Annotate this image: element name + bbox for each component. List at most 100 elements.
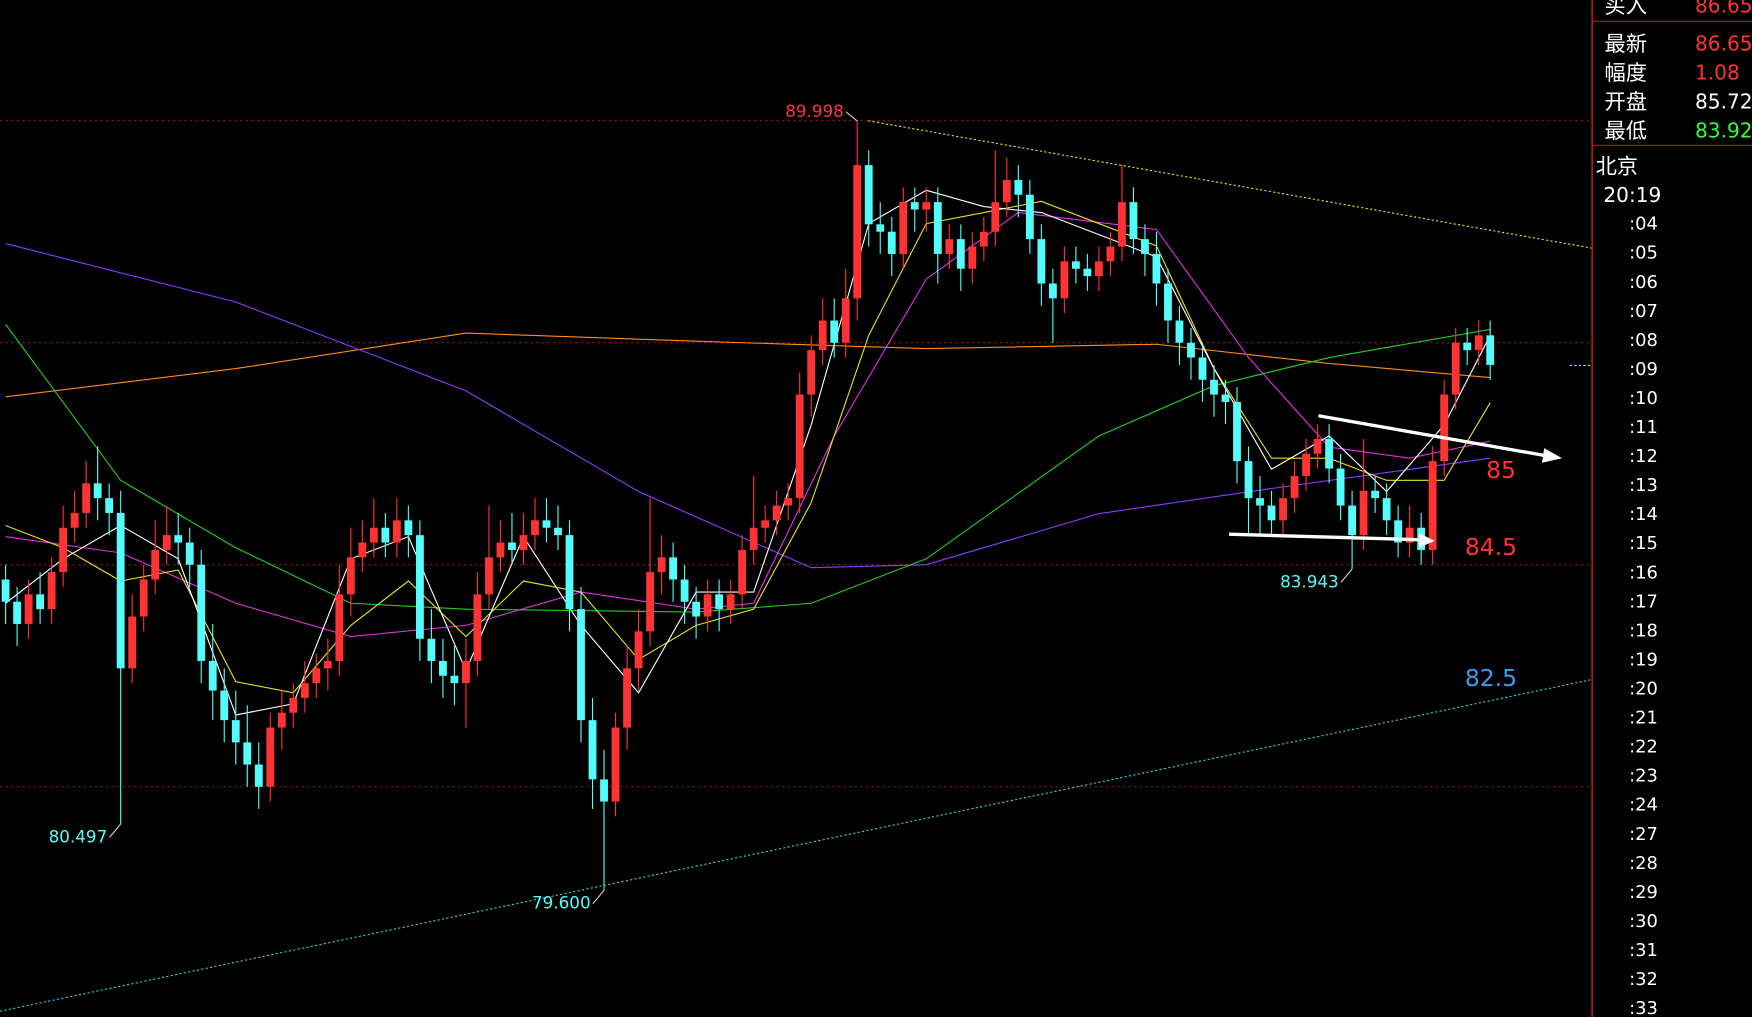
moving-average bbox=[5, 200, 1491, 694]
candle-body bbox=[922, 202, 931, 210]
candle-body bbox=[1152, 253, 1161, 284]
candle-body bbox=[266, 727, 275, 787]
candle-body bbox=[1233, 401, 1241, 462]
candle-body bbox=[1129, 202, 1138, 240]
candle-body bbox=[1474, 335, 1483, 351]
candle-body bbox=[473, 594, 482, 661]
candle-body bbox=[243, 742, 252, 765]
candle-body bbox=[565, 535, 574, 610]
moving-average bbox=[5, 211, 1491, 638]
candle-body bbox=[139, 579, 148, 617]
candle-body bbox=[1244, 461, 1253, 499]
candle-body bbox=[162, 535, 171, 550]
candle-body bbox=[519, 535, 528, 550]
quote-label: 最新 bbox=[1605, 32, 1647, 57]
candle-body bbox=[1083, 268, 1092, 277]
candle-body bbox=[830, 320, 839, 343]
candle-body bbox=[669, 557, 678, 580]
candle-body bbox=[1359, 490, 1368, 536]
extreme-pointer bbox=[592, 889, 605, 905]
time-label: :28 bbox=[1629, 853, 1658, 874]
candle-body bbox=[979, 231, 988, 247]
candle-body bbox=[427, 638, 436, 661]
candle-body bbox=[1394, 520, 1403, 543]
candle-body bbox=[1198, 357, 1207, 380]
candle-body bbox=[174, 535, 183, 543]
candle-body bbox=[1187, 342, 1195, 358]
candle-body bbox=[680, 579, 689, 602]
quote-value: 1.08 bbox=[1695, 60, 1740, 84]
time-label: :05 bbox=[1629, 243, 1658, 264]
candle-body bbox=[715, 594, 724, 610]
candle-body bbox=[784, 498, 793, 506]
candle-body bbox=[70, 512, 79, 528]
city: 北京 bbox=[1596, 155, 1638, 180]
time-label: :21 bbox=[1629, 708, 1658, 729]
candle-body bbox=[726, 594, 735, 610]
candle-body bbox=[703, 594, 712, 617]
arrow-line bbox=[1229, 532, 1422, 542]
candle-body bbox=[657, 557, 666, 573]
candle-body bbox=[1014, 179, 1023, 195]
candle-body bbox=[899, 202, 908, 254]
time-label: :33 bbox=[1629, 998, 1658, 1017]
candle-body bbox=[369, 527, 378, 543]
quote-label: 最低 bbox=[1605, 119, 1647, 144]
time: 20:19 bbox=[1603, 183, 1661, 207]
candle-body bbox=[588, 720, 597, 780]
candle-body bbox=[910, 202, 919, 210]
candle-body bbox=[1336, 468, 1345, 506]
extreme-label: 89.998 bbox=[785, 101, 844, 121]
candle-body bbox=[1382, 498, 1391, 521]
time-label: :09 bbox=[1629, 359, 1658, 380]
candle-body bbox=[185, 542, 194, 565]
time-label: :23 bbox=[1629, 766, 1658, 787]
candle-body bbox=[1048, 283, 1057, 299]
moving-averages bbox=[5, 189, 1491, 716]
candle-body bbox=[82, 483, 91, 513]
candle-body bbox=[1175, 320, 1184, 343]
candle-body bbox=[1256, 498, 1264, 506]
time-label: :22 bbox=[1629, 737, 1658, 758]
time-label: :11 bbox=[1629, 417, 1658, 438]
time-label: :16 bbox=[1629, 562, 1658, 583]
candle-body bbox=[749, 527, 758, 550]
candle-body bbox=[335, 594, 344, 661]
trend-line bbox=[868, 120, 1593, 249]
time-label: :32 bbox=[1629, 969, 1658, 990]
time-label: :20 bbox=[1629, 679, 1658, 700]
candle-body bbox=[13, 601, 22, 624]
candle-body bbox=[1164, 283, 1172, 321]
candle-body bbox=[1002, 179, 1011, 203]
extremes: 89.998 80.497 79.600 83.943 bbox=[49, 101, 1353, 913]
candle-body bbox=[508, 542, 516, 550]
time-label: :27 bbox=[1629, 824, 1658, 845]
candle-body bbox=[277, 712, 286, 728]
time-label: :06 bbox=[1629, 272, 1658, 293]
candle-body bbox=[128, 616, 137, 669]
candle-body bbox=[772, 505, 781, 521]
candle-body bbox=[853, 165, 862, 299]
candle-body bbox=[381, 527, 390, 543]
candle-body bbox=[1, 579, 10, 602]
candle-body bbox=[1290, 475, 1299, 499]
candle-body bbox=[818, 320, 827, 351]
candle-body bbox=[1060, 261, 1069, 299]
time-label: :14 bbox=[1629, 504, 1658, 525]
time-label: :08 bbox=[1629, 330, 1658, 351]
candle-body bbox=[1451, 342, 1460, 395]
candle-body bbox=[692, 601, 701, 617]
candle-body bbox=[404, 520, 413, 536]
candle-body bbox=[485, 557, 493, 595]
candle-body bbox=[462, 660, 470, 684]
candle-body bbox=[1440, 394, 1449, 462]
candle-body bbox=[392, 520, 401, 543]
moving-average bbox=[5, 189, 1491, 716]
candle-body bbox=[887, 231, 896, 254]
time-label: :07 bbox=[1629, 301, 1658, 322]
extreme-label: 83.943 bbox=[1280, 571, 1339, 591]
time-label: :17 bbox=[1629, 591, 1658, 612]
candle-body bbox=[600, 779, 608, 802]
